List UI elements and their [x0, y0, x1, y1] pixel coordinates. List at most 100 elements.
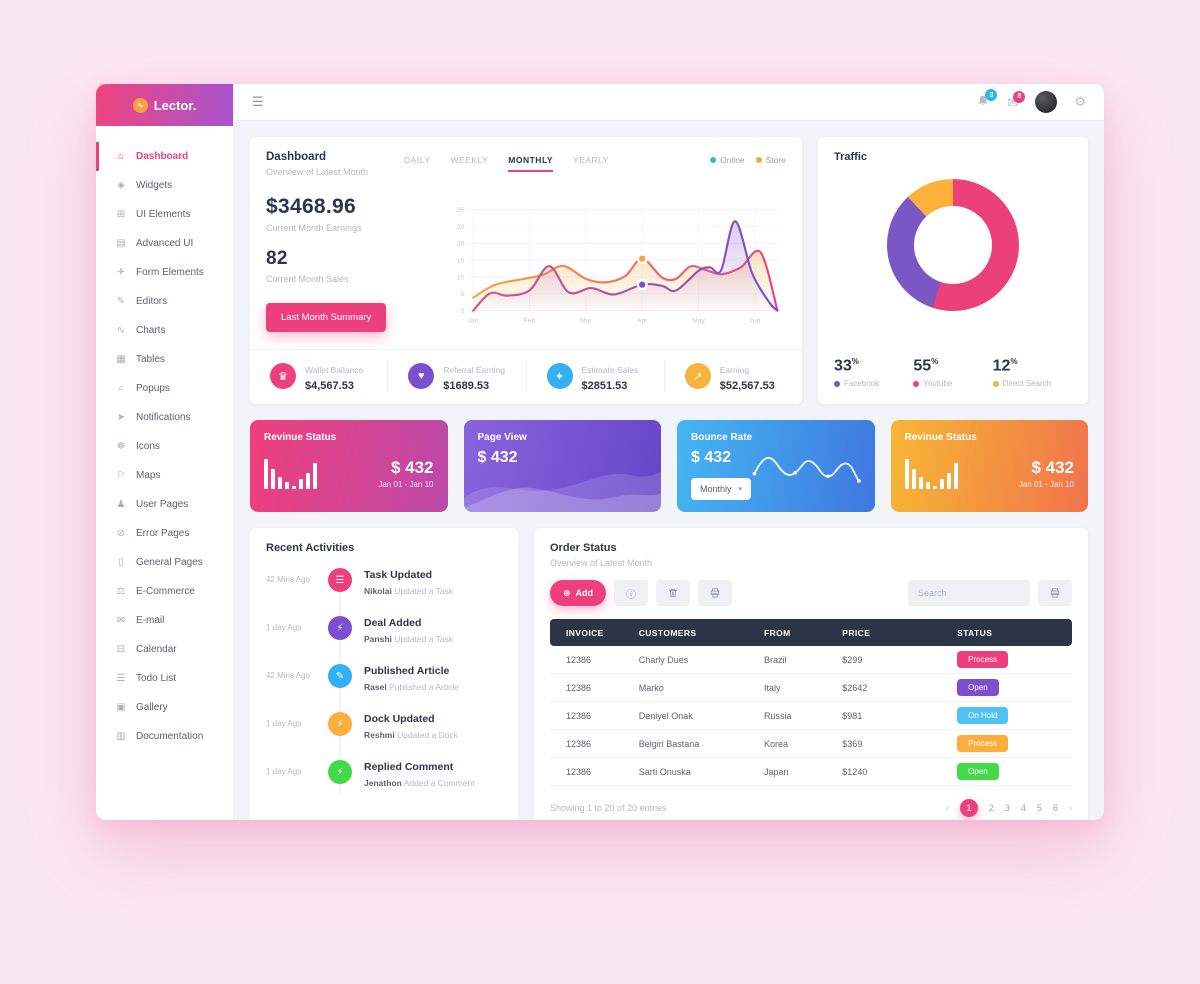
- icons-icon: ☸: [116, 441, 126, 452]
- status-badge: Process: [957, 651, 1009, 668]
- print-table-button[interactable]: [1038, 580, 1072, 606]
- table-row: 12386 Charly Dues Brazil $299 Process: [550, 646, 1072, 674]
- traffic-stat-youtube: 55% Youtube: [913, 357, 992, 388]
- cell-price: $2642: [842, 682, 868, 693]
- page-5-button[interactable]: 5: [1036, 803, 1042, 813]
- col-customers: CUSTOMERS: [638, 627, 697, 638]
- messages-button[interactable]: ✉ 8: [1007, 90, 1026, 109]
- table-row: 12386 Sarti Onuska Japan $1240 Open: [550, 758, 1072, 786]
- page-1-button[interactable]: 1: [959, 799, 978, 817]
- info-icon: ⓘ: [626, 589, 637, 601]
- page-4-button[interactable]: 4: [1020, 803, 1026, 813]
- monthly-dropdown[interactable]: Monthly ▾: [691, 478, 752, 500]
- sidebar-item-error-pages[interactable]: ⊘ Error Pages: [96, 519, 233, 548]
- page-6-button[interactable]: 6: [1052, 803, 1058, 813]
- sidebar-item-widgets[interactable]: ◈ Widgets: [96, 171, 233, 200]
- revenue-status-card-1: Revinue Status $ 432 Jan 01 - Jan 10: [250, 420, 448, 512]
- tab-yearly[interactable]: YEARLY: [573, 155, 609, 165]
- sidebar-item-editors[interactable]: ✎ Editors: [96, 287, 233, 316]
- sidebar-item-popups[interactable]: ⌕ Popups: [96, 374, 233, 403]
- sidebar-item-notifications[interactable]: ➤ Notifications: [96, 403, 233, 432]
- mini-card-title: Bounce Rate: [691, 432, 753, 443]
- notifications-button[interactable]: 3: [976, 89, 998, 110]
- sparkline-decoration: [752, 456, 861, 483]
- sidebar-item-calendar[interactable]: ⊟ Calendar: [96, 635, 233, 664]
- stat-value: $52,567.53: [719, 380, 775, 392]
- sidebar-item-general-pages[interactable]: ▯ General Pages: [96, 548, 233, 577]
- sidebar-item-ui-elements[interactable]: ⊞ UI Elements: [96, 200, 233, 229]
- direct-search-dot: [992, 380, 999, 387]
- earnings-overview-card: Dashboard Overview of Latest Month DAILY…: [250, 137, 802, 404]
- traffic-title: Traffic: [834, 151, 868, 163]
- mini-card-value: $ 432: [691, 449, 732, 466]
- sidebar-item-dashboard[interactable]: ⌂ Dashboard: [96, 142, 233, 171]
- sidebar-item-e-mail[interactable]: ✉ E-mail: [96, 606, 233, 635]
- entries-summary: Showing 1 to 20 of 20 entries: [550, 803, 667, 813]
- sidebar-item-e-commerce[interactable]: ⚖ E-Commerce: [96, 577, 233, 606]
- print-button[interactable]: [698, 580, 733, 606]
- status-badge: Open: [957, 763, 999, 780]
- logo[interactable]: ∿ Lector.: [96, 84, 233, 126]
- menu-toggle-icon[interactable]: ☰: [252, 94, 264, 109]
- revenue-status-card-2: Revinue Status $ 432 Jan 01 - Jan 10: [890, 420, 1088, 512]
- activity-time: 42 Mins Ago: [266, 671, 311, 680]
- legend-online[interactable]: Online: [710, 155, 745, 165]
- activity-timeline: 42 Mins Ago ☰ Task Updated Nikolai Update…: [266, 568, 502, 794]
- docs-icon: ▥: [116, 731, 126, 742]
- sidebar-item-icons[interactable]: ☸ Icons: [96, 432, 233, 461]
- edit-icon: ✎: [116, 296, 126, 307]
- dropdown-value: Monthly: [700, 484, 732, 494]
- prev-page-button[interactable]: ‹: [945, 803, 949, 813]
- search-input[interactable]: [908, 580, 1030, 606]
- next-page-button[interactable]: ›: [1069, 803, 1072, 813]
- cell-from: Italy: [764, 682, 781, 693]
- page-3-button[interactable]: 3: [1004, 803, 1010, 813]
- cell-customer: Deniyel Onak: [638, 710, 693, 721]
- traffic-label: Youtube: [923, 379, 953, 388]
- sidebar-item-maps[interactable]: ⚐ Maps: [96, 461, 233, 490]
- legend-store[interactable]: Store: [755, 155, 786, 165]
- last-month-summary-button[interactable]: Last Month Summary: [266, 303, 387, 332]
- heart-icon: ♥: [408, 363, 435, 389]
- mini-card-title: Revinue Status: [264, 432, 337, 443]
- sidebar-item-charts[interactable]: ∿ Charts: [96, 316, 233, 345]
- page-2-button[interactable]: 2: [988, 803, 994, 813]
- col-from: FROM: [764, 627, 791, 638]
- paper-plane-icon: ➤: [116, 412, 126, 423]
- sidebar-item-tables[interactable]: ▦ Tables: [96, 345, 233, 374]
- sidebar-item-form-elements[interactable]: ✈ Form Elements: [96, 258, 233, 287]
- mini-card-value: $ 432: [390, 458, 434, 477]
- info-button[interactable]: ⓘ: [614, 580, 649, 606]
- legend-label: Store: [765, 155, 786, 165]
- svg-text:Feb: Feb: [524, 317, 536, 324]
- tab-weekly[interactable]: WEEKLY: [450, 155, 489, 165]
- tab-monthly[interactable]: MONTHLY: [508, 155, 554, 172]
- recent-activities-title: Recent Activities: [266, 542, 355, 554]
- bar-chart-icon: [904, 453, 958, 489]
- cell-price: $369: [842, 738, 863, 749]
- svg-text:35: 35: [457, 207, 465, 214]
- sidebar-item-user-pages[interactable]: ♟ User Pages: [96, 490, 233, 519]
- mini-card-range: Jan 01 - Jan 10: [378, 480, 434, 489]
- activity-desc: Updated a Task: [391, 586, 454, 596]
- stats-strip: ♛ Wallet Ballance $4,567.53 ♥ Referral Ea…: [250, 349, 802, 404]
- sidebar-item-gallery[interactable]: ▣ Gallery: [96, 693, 233, 722]
- activity-time: 42 Mins Ago: [266, 575, 311, 584]
- activity-title: Deal Added: [364, 617, 422, 629]
- activity-desc: Added a Comment: [401, 778, 475, 788]
- add-button[interactable]: ⊕ Add: [550, 580, 607, 606]
- page-content: Dashboard Overview of Latest Month DAILY…: [234, 121, 1104, 820]
- tab-daily[interactable]: DAILY: [404, 155, 431, 165]
- delete-button[interactable]: [656, 580, 691, 606]
- sidebar-item-documentation[interactable]: ▥ Documentation: [96, 722, 233, 751]
- trash-icon: [669, 589, 677, 598]
- gear-icon[interactable]: ⚙: [1074, 94, 1086, 109]
- notification-badge: 3: [985, 89, 998, 101]
- sidebar-item-advanced-ui[interactable]: ▤ Advanced UI: [96, 229, 233, 258]
- sidebar-item-label: Calendar: [136, 644, 177, 655]
- legend-dot-store: [755, 157, 762, 163]
- svg-text:Jan: Jan: [468, 317, 479, 324]
- sidebar-item-todo-list[interactable]: ☰ Todo List: [96, 664, 233, 693]
- avatar[interactable]: [1035, 91, 1058, 113]
